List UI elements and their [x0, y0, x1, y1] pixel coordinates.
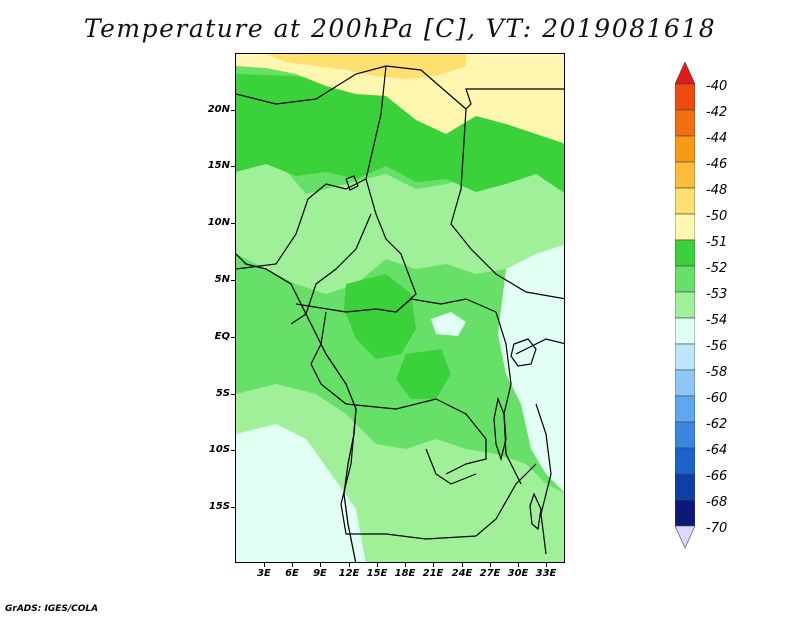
lat-tick [231, 110, 235, 111]
field-fill-52-blob2 [396, 349, 451, 399]
lon-label-33e: 33E [535, 568, 557, 579]
temperature-map [236, 54, 564, 562]
lon-label-12e: 12E [338, 568, 360, 579]
colorbar-segment [675, 109, 695, 137]
colorbar-label: -42 [706, 105, 728, 120]
field-fill-52-blob1 [344, 274, 416, 359]
lat-tick [231, 223, 235, 224]
field-fill-56-east [498, 244, 564, 492]
colorbar-label: -66 [706, 469, 728, 484]
lon-tick [546, 563, 547, 567]
colorbar-segment [675, 369, 695, 397]
lake-tanganyika [493, 396, 507, 462]
colorbar-segment [675, 265, 695, 293]
colorbar-label: -68 [706, 495, 728, 510]
colorbar-label: -52 [706, 261, 728, 276]
lon-tick [292, 563, 293, 567]
colorbar-segment [675, 421, 695, 449]
colorbar-segment [675, 317, 695, 345]
field-fill-51-north [236, 54, 564, 144]
colorbar-segment [675, 83, 695, 111]
lat-tick [231, 450, 235, 451]
map-panel [235, 53, 565, 563]
colorbar-segment [675, 213, 695, 241]
lon-tick [518, 563, 519, 567]
lon-tick [377, 563, 378, 567]
lon-tick [264, 563, 265, 567]
lake-victoria [510, 338, 537, 367]
lon-label-9e: 9E [313, 568, 327, 579]
colorbar-label: -70 [706, 521, 728, 536]
lat-label-5n: 5N [214, 274, 230, 285]
country-borders [236, 65, 564, 555]
lon-tick [490, 563, 491, 567]
lon-label-24e: 24E [451, 568, 473, 579]
lat-tick [231, 166, 235, 167]
lon-label-3e: 3E [257, 568, 271, 579]
lon-tick [433, 563, 434, 567]
field-fill-56-center [431, 312, 466, 336]
lat-tick [231, 507, 235, 508]
lat-tick [231, 394, 235, 395]
coastline [236, 253, 357, 562]
lon-tick [349, 563, 350, 567]
lat-tick [231, 280, 235, 281]
field-fill-54-north [236, 159, 564, 313]
colorbar-label: -60 [706, 391, 728, 406]
lon-tick [320, 563, 321, 567]
lat-label-5s: 5S [215, 388, 230, 399]
lake-malawi [529, 492, 542, 531]
colorbar-label: -53 [706, 287, 728, 302]
colorbar-segment [675, 187, 695, 215]
colorbar-label: -40 [706, 79, 728, 94]
colorbar [675, 62, 695, 549]
colorbar-segment [675, 343, 695, 371]
lat-label-eq: EQ [214, 331, 230, 342]
lat-label-10n: 10N [207, 217, 230, 228]
lake-chad [345, 175, 359, 191]
colorbar-segments [675, 62, 695, 549]
colorbar-label: -56 [706, 339, 728, 354]
colorbar-segment [675, 135, 695, 163]
lon-label-30e: 30E [507, 568, 529, 579]
lat-label-20n: 20N [207, 104, 230, 115]
colorbar-label: -50 [706, 209, 728, 224]
colorbar-label: -58 [706, 365, 728, 380]
lat-label-15n: 15N [207, 160, 230, 171]
lon-label-21e: 21E [422, 568, 444, 579]
colorbar-bottom-triangle [675, 525, 695, 549]
lat-label-15s: 15S [208, 501, 230, 512]
colorbar-label: -64 [706, 443, 728, 458]
chart-title: Temperature at 200hPa [C], VT: 201908161… [83, 14, 717, 43]
colorbar-label: -48 [706, 183, 728, 198]
lat-tick [231, 337, 235, 338]
lon-label-15e: 15E [366, 568, 388, 579]
colorbar-segment [675, 447, 695, 475]
colorbar-segment [675, 161, 695, 189]
colorbar-segment [675, 239, 695, 267]
field-fill-56-southwest [236, 424, 366, 562]
colorbar-top-triangle [675, 62, 695, 85]
colorbar-segment [675, 395, 695, 423]
colorbar-label: -44 [706, 131, 728, 146]
colorbar-segment [675, 499, 695, 527]
lon-tick [462, 563, 463, 567]
lat-label-10s: 10S [208, 444, 230, 455]
colorbar-segment [675, 473, 695, 501]
credit-text: GrADS: IGES/COLA [5, 604, 99, 614]
colorbar-label: -54 [706, 313, 728, 328]
colorbar-label: -62 [706, 417, 728, 432]
colorbar-segment [675, 291, 695, 319]
lon-label-18e: 18E [394, 568, 416, 579]
lon-tick [405, 563, 406, 567]
lon-label-27e: 27E [479, 568, 501, 579]
field-fill-50-north [266, 54, 466, 79]
colorbar-label: -51 [706, 235, 728, 250]
colorbar-label: -46 [706, 157, 728, 172]
lon-label-6e: 6E [285, 568, 299, 579]
